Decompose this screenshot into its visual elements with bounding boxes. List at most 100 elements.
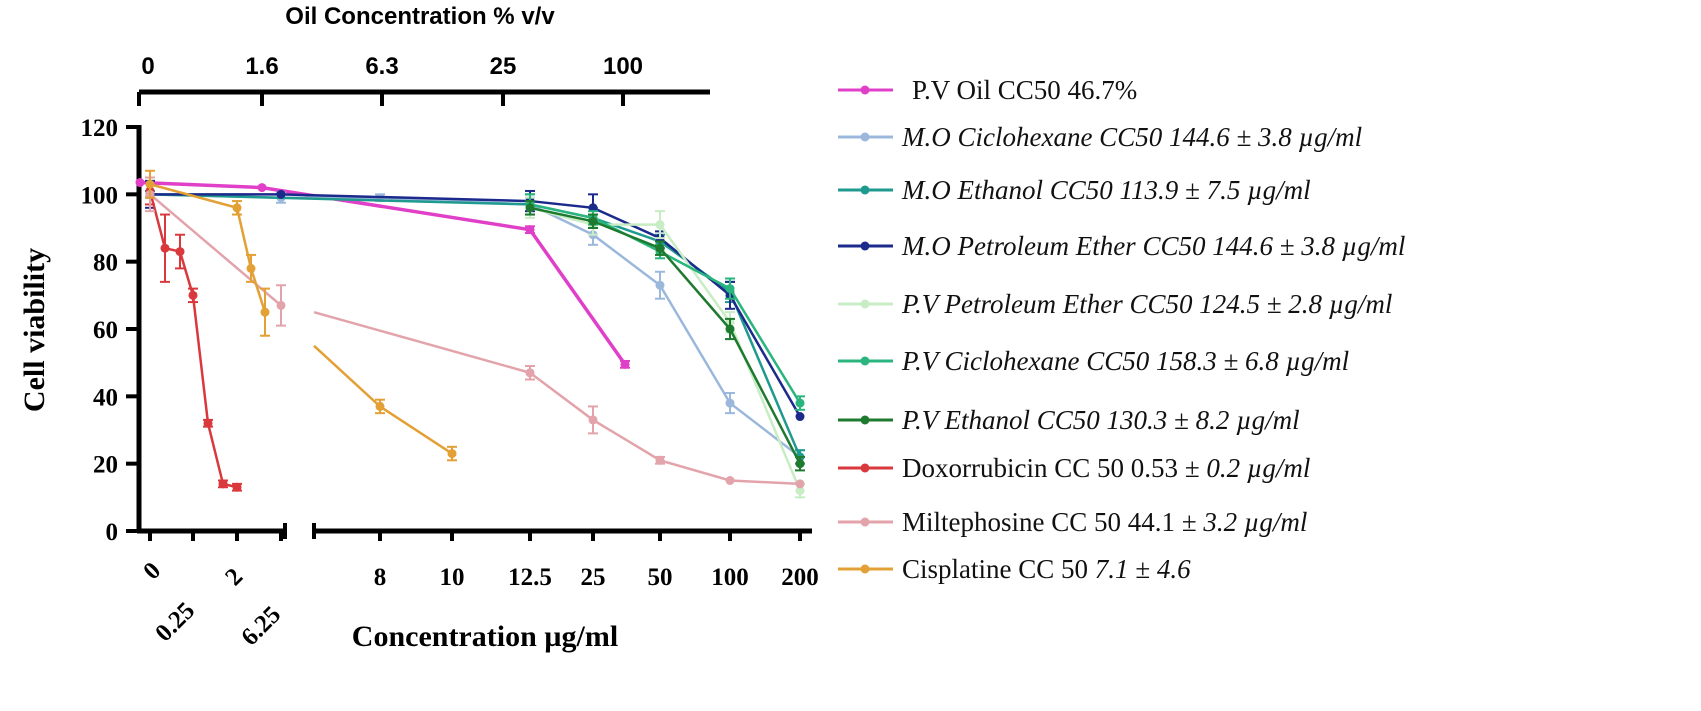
- legend-label: M.O Ciclohexane CC50 144.6 ± 3.8 µg/ml: [901, 122, 1362, 152]
- data-point: [655, 280, 665, 290]
- data-point: [375, 401, 385, 411]
- legend-label-plain: P.V Oil CC50 46.7%: [912, 75, 1137, 105]
- legend-item: P.V Ciclohexane CC50 158.3 ± 6.8 µg/ml: [838, 346, 1349, 376]
- series-1: [145, 189, 805, 465]
- data-point: [620, 359, 630, 369]
- series-6: [525, 200, 805, 472]
- data-point: [218, 479, 228, 489]
- series-line: [149, 193, 282, 307]
- data-point: [260, 307, 270, 317]
- legend-swatch-marker: [860, 415, 870, 425]
- data-point: [525, 368, 535, 378]
- legend-label: Doxorrubicin CC 50 0.53 ± 0.2 µg/ml: [902, 453, 1310, 483]
- legend: P.V Oil CC50 46.7% M.O Ciclohexane CC50 1…: [838, 75, 1405, 584]
- x-tick-label: 100: [711, 564, 749, 591]
- legend-label-italic: M.O Ciclohexane CC50 144.6 ± 3.8 µg/ml: [901, 122, 1362, 152]
- data-point: [203, 418, 213, 428]
- data-point: [188, 290, 198, 300]
- y-tick-label: 60: [93, 317, 118, 344]
- data-point: [725, 284, 735, 294]
- x-tick-label: 0: [138, 557, 166, 585]
- data-point: [795, 486, 805, 496]
- top-tick-label: 6.3: [365, 53, 398, 80]
- legend-swatch-marker: [860, 132, 870, 142]
- legend-swatch-marker: [860, 85, 870, 95]
- x-tick-label: 8: [374, 564, 387, 591]
- legend-item: Doxorrubicin CC 50 0.53 ± 0.2 µg/ml: [838, 453, 1310, 483]
- legend-label-plain: Miltephosine CC 50 44.1: [902, 507, 1182, 537]
- y-tick-label: 80: [93, 250, 118, 277]
- y-tick-label: 40: [93, 384, 118, 411]
- legend-label-plain: Cisplatine CC 50: [902, 554, 1095, 584]
- legend-item: P.V Ethanol CC50 130.3 ± 8.2 µg/ml: [838, 405, 1300, 435]
- legend-label-plain: Doxorrubicin CC 50 0.53: [902, 453, 1185, 483]
- legend-item: Cisplatine CC 50 7.1 ± 4.6: [838, 554, 1191, 584]
- x-tick-label: 6.25: [236, 601, 286, 651]
- x-tick-label: 50: [648, 564, 673, 591]
- legend-label-italic: M.O Petroleum Ether CC50 144.6 ± 3.8 µg/…: [901, 231, 1405, 261]
- ticks: 0 20 40 60 80 100 120 0 1.6 6.3 25 100 0 0.25 2 6.25 8 10…: [81, 53, 819, 651]
- legend-item: M.O Ethanol CC50 113.9 ± 7.5 µg/ml: [838, 175, 1311, 205]
- data-point: [655, 243, 665, 253]
- data-point: [795, 398, 805, 408]
- series-line: [529, 206, 802, 492]
- y-tick-label: 100: [81, 182, 119, 209]
- legend-swatch-marker: [860, 517, 870, 527]
- series-5: [525, 193, 805, 411]
- data-point: [525, 203, 535, 213]
- legend-label: P.V Oil CC50 46.7%: [912, 75, 1137, 105]
- legend-label: Cisplatine CC 50 7.1 ± 4.6: [902, 554, 1191, 584]
- series-8: [145, 176, 805, 489]
- data-point: [276, 300, 286, 310]
- legend-item: P.V Oil CC50 46.7%: [838, 75, 1137, 105]
- y-tick-label: 0: [106, 519, 119, 546]
- y-tick-label: 120: [81, 115, 119, 142]
- x-tick-label: 25: [581, 564, 606, 591]
- series-7: [145, 176, 242, 492]
- data-point: [795, 412, 805, 422]
- legend-swatch-marker: [860, 241, 870, 251]
- legend-swatch-marker: [860, 299, 870, 309]
- legend-label-italic: M.O Ethanol CC50 113.9 ± 7.5 µg/ml: [901, 175, 1311, 205]
- legend-item: P.V Petroleum Ether CC50 124.5 ± 2.8 µg/…: [838, 289, 1392, 319]
- legend-swatch-marker: [860, 463, 870, 473]
- top-tick-label: 100: [603, 53, 643, 80]
- x-tick-label: 200: [781, 564, 819, 591]
- data-point: [257, 183, 267, 193]
- legend-label: P.V Ethanol CC50 130.3 ± 8.2 µg/ml: [901, 405, 1300, 435]
- legend-label-italic: P.V Ciclohexane CC50 158.3 ± 6.8 µg/ml: [901, 346, 1349, 376]
- data-point: [135, 178, 145, 188]
- legend-item: Miltephosine CC 50 44.1 ± 3.2 µg/ml: [838, 507, 1307, 537]
- legend-label: M.O Petroleum Ether CC50 144.6 ± 3.8 µg/…: [901, 231, 1405, 261]
- legend-label: P.V Ciclohexane CC50 158.3 ± 6.8 µg/ml: [901, 346, 1349, 376]
- data-point: [175, 247, 185, 257]
- data-point: [725, 398, 735, 408]
- series-line: [149, 193, 802, 458]
- series-0: [135, 178, 630, 369]
- data-point: [588, 203, 598, 213]
- top-tick-label: 1.6: [245, 53, 278, 80]
- axes: [136, 89, 812, 539]
- data-point: [725, 324, 735, 334]
- top-axis-title: Oil Concentration % v/v: [285, 3, 555, 30]
- x-tick-label: 10: [440, 564, 465, 591]
- data-point: [525, 225, 535, 235]
- x-tick-label: 12.5: [508, 564, 552, 591]
- series-layer: [135, 169, 805, 499]
- series-line: [149, 183, 267, 313]
- data-point: [795, 479, 805, 489]
- legend-item: M.O Petroleum Ether CC50 144.6 ± 3.8 µg/…: [838, 231, 1405, 261]
- series-line: [148, 190, 238, 489]
- data-point: [276, 189, 286, 199]
- legend-label: Miltephosine CC 50 44.1 ± 3.2 µg/ml: [902, 507, 1307, 537]
- series-line: [313, 310, 801, 486]
- y-axis-title: Cell viability: [18, 248, 51, 412]
- legend-item: M.O Ciclohexane CC50 144.6 ± 3.8 µg/ml: [838, 122, 1362, 152]
- data-point: [795, 459, 805, 469]
- data-point: [588, 216, 598, 226]
- series-line: [150, 193, 802, 418]
- legend-label: M.O Ethanol CC50 113.9 ± 7.5 µg/ml: [901, 175, 1311, 205]
- series-line: [139, 180, 627, 366]
- data-point: [447, 449, 457, 459]
